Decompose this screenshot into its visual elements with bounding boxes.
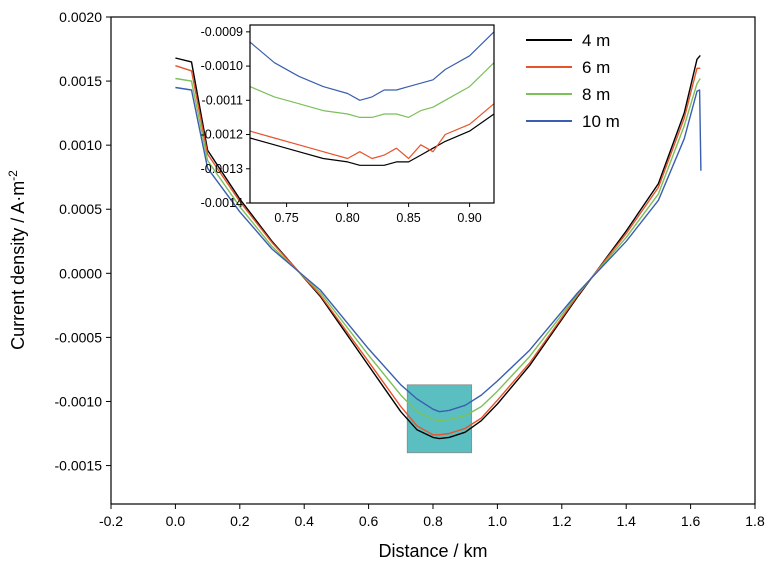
inset-x-tick-label: 0.80	[335, 211, 359, 225]
inset-frame	[249, 24, 495, 204]
series-line-4-m	[175, 54, 701, 440]
x-tick-label: 0.8	[423, 513, 443, 529]
inset-x-tick-label: 0.90	[457, 211, 481, 225]
inset-series-line-6-m	[249, 103, 495, 160]
inset-axes: 0.75 0.80 0.85 0.90 -0.0014 -0.0013 -0.0012 -0.…	[201, 25, 482, 225]
inset-series-line-4-m	[249, 113, 495, 166]
inset-background	[250, 25, 494, 203]
inset-x-tick-label: 0.85	[396, 211, 420, 225]
y-tick-label: 0.0010	[59, 137, 102, 153]
legend-label-8-m: 8 m	[582, 85, 610, 104]
inset-series-line-10-m	[249, 31, 495, 101]
y-axis-title: Current density / A·m-2	[6, 170, 28, 350]
inset-y-tick-label: -0.0011	[202, 93, 244, 107]
x-tick-label: 1.6	[681, 513, 701, 529]
main-axes: -0.2 0.0 0.2 0.4 0.6 0.8 1.0 1.2 1.4 1.6 1.8 -0.001…	[55, 9, 765, 529]
inset-y-tick-label: -0.0012	[201, 128, 243, 142]
legend-label-10-m: 10 m	[582, 112, 620, 131]
legend-label-4-m: 4 m	[582, 31, 610, 50]
x-tick-label: 0.2	[230, 513, 250, 529]
inset-series-line-8-m	[249, 62, 495, 118]
inset-panel: 0.75 0.80 0.85 0.90 -0.0014 -0.0013 -0.0012 -0.…	[201, 24, 495, 225]
series-line-8-m	[175, 77, 701, 422]
x-axis-title: Distance / km	[378, 541, 487, 561]
x-tick-label: 0.0	[166, 513, 186, 529]
inset-y-tick-label: -0.0010	[201, 59, 243, 73]
x-tick-label: 1.0	[488, 513, 508, 529]
inset-y-tick-label: -0.0009	[201, 25, 243, 39]
y-tick-label: -0.0005	[55, 329, 103, 345]
legend: 4 m 6 m 8 m 10 m	[526, 31, 620, 131]
x-tick-label: 0.4	[294, 513, 314, 529]
y-tick-label: -0.0010	[55, 393, 103, 409]
y-tick-label: 0.0005	[59, 201, 102, 217]
x-tick-label: 0.6	[359, 513, 379, 529]
y-axis-title-main: Current density / A·m	[8, 181, 28, 350]
inset-y-tick-label: -0.0014	[201, 196, 243, 210]
series-line-6-m	[175, 65, 701, 436]
x-tick-label: 1.2	[552, 513, 572, 529]
x-tick-label: 1.8	[745, 513, 765, 529]
y-tick-label: -0.0015	[55, 458, 103, 474]
inset-x-tick-label: 0.75	[274, 211, 298, 225]
highlight-region	[406, 384, 473, 454]
inset-y-tick-label: -0.0013	[201, 162, 243, 176]
y-axis-title-superscript: -2	[6, 170, 20, 181]
inset-plot-area	[249, 31, 495, 166]
legend-label-6-m: 6 m	[582, 58, 610, 77]
x-tick-label: 1.4	[616, 513, 636, 529]
main-plot-area	[175, 54, 702, 454]
y-tick-label: 0.0020	[59, 9, 102, 25]
series-line-10-m	[175, 86, 702, 413]
x-tick-label: -0.2	[99, 513, 123, 529]
y-tick-label: 0.0000	[59, 265, 102, 281]
y-tick-label: 0.0015	[59, 73, 102, 89]
